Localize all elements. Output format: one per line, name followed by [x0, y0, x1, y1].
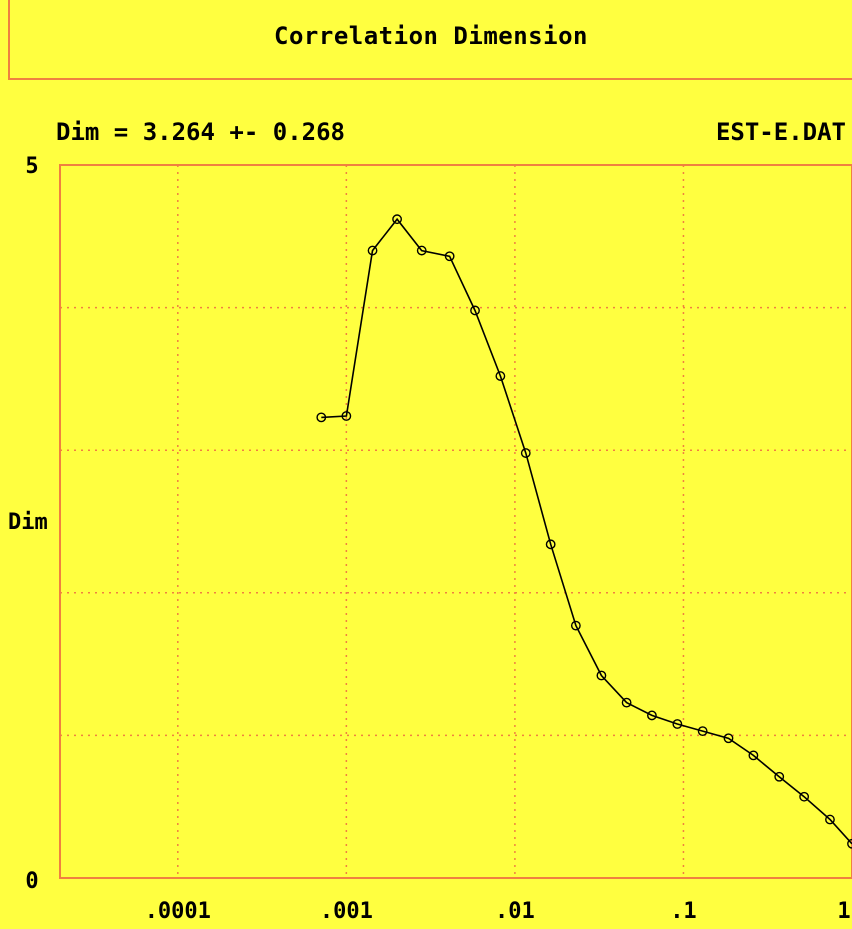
data-point [621, 697, 632, 708]
data-point [470, 305, 480, 316]
data-point [697, 726, 708, 737]
dimension-readout: Dim = 3.264 +- 0.268 [56, 118, 345, 146]
data-point [596, 670, 607, 681]
data-point [392, 214, 402, 225]
data-point [799, 791, 810, 802]
x-tick-label: .1 [670, 899, 697, 924]
data-point [647, 710, 657, 721]
chart-title: Correlation Dimension [274, 22, 588, 50]
x-tick-label: .01 [495, 899, 535, 924]
data-point [748, 750, 759, 761]
series-group [316, 214, 852, 849]
y-tick-label: 5 [25, 154, 38, 179]
tick-labels: .0001 .001 .01 .1 1 0 5 [25, 154, 850, 924]
data-point [672, 719, 683, 729]
x-tick-label: .001 [320, 899, 373, 924]
series-line [321, 217, 852, 845]
data-point [416, 245, 427, 256]
y-tick-label: 0 [25, 869, 38, 894]
data-point [444, 251, 455, 262]
data-point [774, 771, 785, 782]
data-point [316, 412, 327, 423]
data-point [723, 733, 734, 744]
x-tick-label: 1 [837, 899, 850, 924]
data-point [495, 371, 506, 381]
data-point [545, 539, 556, 550]
data-point [367, 245, 378, 256]
x-tick-label: .0001 [145, 899, 211, 924]
data-point [570, 620, 581, 631]
y-axis-label: Dim [8, 510, 48, 535]
grid-lines [60, 165, 852, 878]
data-point [825, 814, 835, 825]
data-point [341, 411, 352, 421]
data-point [520, 448, 531, 458]
file-name-label: EST-E.DAT [715, 118, 846, 146]
title-bar: Correlation Dimension [8, 0, 852, 80]
plot-frame [59, 164, 852, 879]
